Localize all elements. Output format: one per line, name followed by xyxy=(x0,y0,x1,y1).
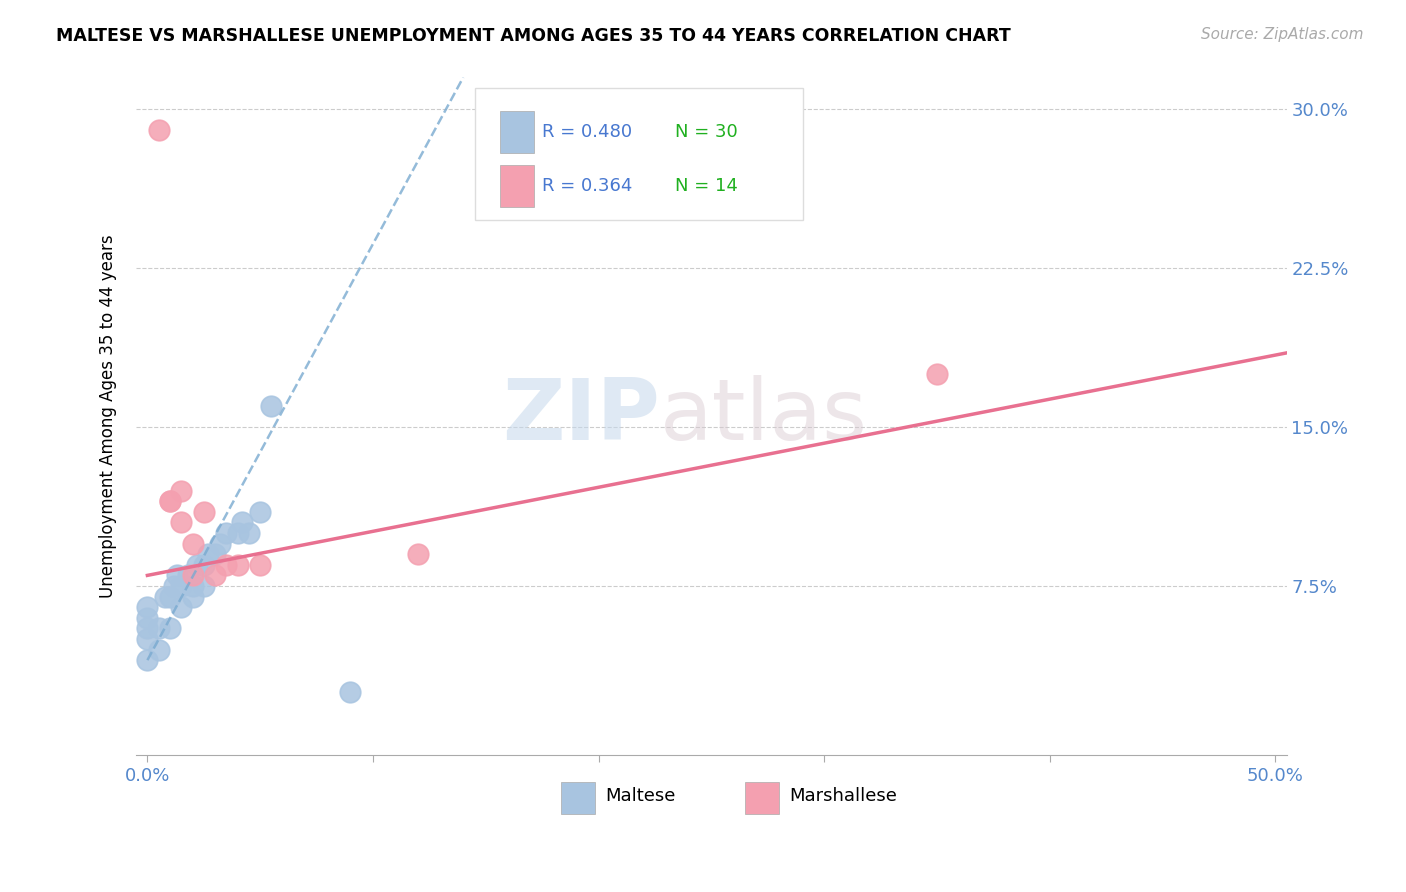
FancyBboxPatch shape xyxy=(475,87,803,219)
Point xyxy=(226,526,249,541)
Point xyxy=(155,590,177,604)
Point xyxy=(170,600,193,615)
Point xyxy=(238,526,260,541)
Point xyxy=(215,526,238,541)
Text: N = 14: N = 14 xyxy=(675,177,737,195)
Point xyxy=(181,590,204,604)
Point xyxy=(204,568,226,582)
Point xyxy=(136,600,159,615)
Point xyxy=(249,505,271,519)
Point xyxy=(163,579,186,593)
Point xyxy=(177,568,200,582)
Point xyxy=(148,621,170,635)
Point xyxy=(925,367,948,381)
Point xyxy=(193,579,215,593)
Text: R = 0.364: R = 0.364 xyxy=(543,177,633,195)
Point xyxy=(159,494,181,508)
Point xyxy=(159,590,181,604)
Point xyxy=(136,621,159,635)
Point xyxy=(136,611,159,625)
Point xyxy=(148,642,170,657)
Point xyxy=(159,621,181,635)
Point xyxy=(170,579,193,593)
Point xyxy=(231,516,253,530)
Point xyxy=(406,547,429,561)
Point xyxy=(208,536,231,550)
Y-axis label: Unemployment Among Ages 35 to 44 years: Unemployment Among Ages 35 to 44 years xyxy=(100,235,117,599)
Text: atlas: atlas xyxy=(659,375,868,458)
Point xyxy=(181,568,204,582)
FancyBboxPatch shape xyxy=(499,165,534,207)
Point xyxy=(181,536,204,550)
Point xyxy=(136,653,159,667)
Point xyxy=(186,558,208,572)
Point xyxy=(170,483,193,498)
Point xyxy=(339,685,361,699)
FancyBboxPatch shape xyxy=(745,782,779,814)
Text: Marshallese: Marshallese xyxy=(790,787,897,805)
Text: Maltese: Maltese xyxy=(606,787,676,805)
Point xyxy=(204,547,226,561)
Point xyxy=(136,632,159,646)
Text: Source: ZipAtlas.com: Source: ZipAtlas.com xyxy=(1201,27,1364,42)
Point xyxy=(260,399,283,413)
Point xyxy=(193,505,215,519)
Point xyxy=(197,547,219,561)
Text: MALTESE VS MARSHALLESE UNEMPLOYMENT AMONG AGES 35 TO 44 YEARS CORRELATION CHART: MALTESE VS MARSHALLESE UNEMPLOYMENT AMON… xyxy=(56,27,1011,45)
Point xyxy=(181,579,204,593)
FancyBboxPatch shape xyxy=(561,782,595,814)
Point xyxy=(148,123,170,137)
Point xyxy=(159,494,181,508)
Point xyxy=(215,558,238,572)
Point xyxy=(193,558,215,572)
Text: R = 0.480: R = 0.480 xyxy=(543,123,633,141)
FancyBboxPatch shape xyxy=(499,111,534,153)
Text: ZIP: ZIP xyxy=(502,375,659,458)
Point xyxy=(249,558,271,572)
Point xyxy=(170,516,193,530)
Point xyxy=(226,558,249,572)
Point xyxy=(166,568,188,582)
Text: N = 30: N = 30 xyxy=(675,123,737,141)
